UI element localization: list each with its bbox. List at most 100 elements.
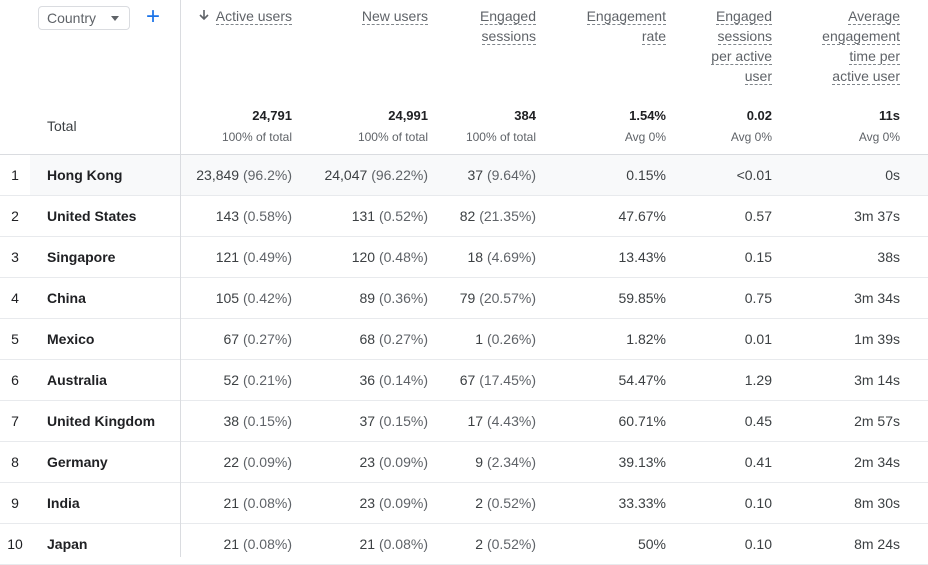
metric-percent: (0.52%) xyxy=(486,536,536,552)
col-header-active-users[interactable]: Active users xyxy=(190,6,292,26)
row-index: 2 xyxy=(0,196,30,236)
metric-percent: (9.64%) xyxy=(486,167,536,183)
metric-percent: (4.43%) xyxy=(486,413,536,429)
table-row[interactable]: 9 India 21 (0.08%) 23 (0.09%) 2 (0.52%) 33.33… xyxy=(0,483,928,524)
metric-cell-new: 23 (0.09%) xyxy=(318,442,429,482)
table-row[interactable]: 2 United States 143 (0.58%) 131 (0.52%) 82 (… xyxy=(0,196,928,237)
metric-percent: (4.69%) xyxy=(486,249,536,265)
metric-cell-new: 89 (0.36%) xyxy=(318,278,429,318)
table-row[interactable]: 8 Germany 22 (0.09%) 23 (0.09%) 9 (2.34%) 39.… xyxy=(0,442,928,483)
metric-value: 37 xyxy=(359,413,376,429)
metric-value: 22 xyxy=(223,454,240,470)
total-sub: 100% of total xyxy=(357,130,428,144)
total-value: 24,791 xyxy=(252,108,292,123)
metric-value: 131 xyxy=(351,208,376,224)
table-row[interactable]: 5 Mexico 67 (0.27%) 68 (0.27%) 1 (0.26%) 1.82… xyxy=(0,319,928,360)
row-index: 4 xyxy=(0,278,30,318)
metric-percent: (0.09%) xyxy=(378,454,428,470)
metric-value: <0.01 xyxy=(736,167,772,183)
total-sub: Avg 0% xyxy=(624,130,666,144)
col-header-sessions-per-user[interactable]: Engaged sessions per active user xyxy=(700,6,772,86)
metric-value: 23 xyxy=(359,495,376,511)
table-row[interactable]: 3 Singapore 121 (0.49%) 120 (0.48%) 18 (4.69… xyxy=(0,237,928,278)
total-value: 1.54% xyxy=(629,108,666,123)
metric-cell-time: 1m 39s xyxy=(800,319,900,359)
metric-cell-new: 131 (0.52%) xyxy=(318,196,428,236)
metric-value: 13.43% xyxy=(618,249,666,265)
metric-value: 0.10 xyxy=(744,495,772,511)
metric-value: 121 xyxy=(215,249,240,265)
metric-cell-eng: 82 (21.35%) xyxy=(440,196,536,236)
country-name: Mexico xyxy=(47,331,95,347)
metric-cell-per-user: 1.29 xyxy=(690,360,772,400)
total-sub: Avg 0% xyxy=(858,130,900,144)
metric-value: 3m 14s xyxy=(854,372,900,388)
metric-value: 47.67% xyxy=(618,208,666,224)
metric-cell-eng: 79 (20.57%) xyxy=(440,278,536,318)
metric-cell-eng: 9 (2.34%) xyxy=(440,442,536,482)
table-row[interactable]: 10 Japan 21 (0.08%) 21 (0.08%) 2 (0.52%) 50% 0… xyxy=(0,524,928,565)
column-divider xyxy=(180,0,181,557)
table-row[interactable]: 6 Australia 52 (0.21%) 36 (0.14%) 67 (17.45%… xyxy=(0,360,928,401)
metric-cell-time: 2m 57s xyxy=(800,401,900,441)
table-row[interactable]: 1 Hong Kong 23,849 (96.2%) 24,047 (96.22%) 3… xyxy=(0,155,928,196)
col-header-engagement-rate[interactable]: Engagement rate xyxy=(574,6,666,46)
country-name: United Kingdom xyxy=(47,413,156,429)
metric-cell-per-user: 0.41 xyxy=(690,442,772,482)
row-index: 10 xyxy=(0,524,30,564)
country-name: Hong Kong xyxy=(47,167,123,183)
metric-value: 67 xyxy=(459,372,476,388)
country-name: Japan xyxy=(47,536,88,552)
chevron-down-icon xyxy=(111,16,119,21)
metric-value: 52 xyxy=(223,372,240,388)
metric-value: 8m 30s xyxy=(854,495,900,511)
row-index: 6 xyxy=(0,360,30,400)
col-label: Engaged sessions xyxy=(479,8,536,45)
metric-value: 2m 57s xyxy=(854,413,900,429)
metric-value: 143 xyxy=(215,208,240,224)
metric-cell-eng: 17 (4.43%) xyxy=(440,401,537,441)
metric-cell-rate: 39.13% xyxy=(570,442,666,482)
row-index: 9 xyxy=(0,483,30,523)
total-sub: 100% of total xyxy=(465,130,536,144)
metric-cell-per-user: 0.15 xyxy=(690,237,772,277)
metric-value: 38 xyxy=(223,413,240,429)
metric-value: 54.47% xyxy=(618,372,666,388)
metric-value: 50% xyxy=(637,536,666,552)
metric-cell-rate: 47.67% xyxy=(570,196,666,236)
metric-value: 0.15% xyxy=(626,167,666,183)
metric-value: 2 xyxy=(475,495,484,511)
col-header-new-users[interactable]: New users xyxy=(330,6,428,26)
metric-cell-time: 3m 34s xyxy=(800,278,900,318)
metric-percent: (0.42%) xyxy=(242,290,292,306)
metric-percent: (0.09%) xyxy=(378,495,428,511)
col-header-avg-engagement-time[interactable]: Average engagement time per active user xyxy=(812,6,900,86)
metric-value: 3m 34s xyxy=(854,290,900,306)
metric-cell-per-user: 0.10 xyxy=(690,483,772,523)
metric-value: 3m 37s xyxy=(854,208,900,224)
table-row[interactable]: 4 China 105 (0.42%) 89 (0.36%) 79 (20.57%) 59… xyxy=(0,278,928,319)
metric-cell-per-user: 0.57 xyxy=(690,196,772,236)
metric-percent: (96.2%) xyxy=(242,167,292,183)
metric-cell-active: 52 (0.21%) xyxy=(190,360,293,400)
metric-percent: (0.14%) xyxy=(378,372,428,388)
metric-percent: (0.26%) xyxy=(486,331,536,347)
metric-cell-time: 3m 37s xyxy=(800,196,900,236)
dimension-dropdown[interactable]: Country xyxy=(38,6,130,30)
metric-value: 17 xyxy=(467,413,484,429)
country-name: India xyxy=(47,495,80,511)
metric-value: 0.57 xyxy=(744,208,772,224)
metric-cell-active: 105 (0.42%) xyxy=(190,278,292,318)
metric-cell-active: 67 (0.27%) xyxy=(190,319,293,359)
metric-value: 37 xyxy=(467,167,484,183)
total-sub: 100% of total xyxy=(221,130,292,144)
col-header-engaged-sessions[interactable]: Engaged sessions xyxy=(466,6,536,46)
metric-cell-rate: 0.15% xyxy=(570,155,666,195)
add-dimension-button[interactable]: + xyxy=(145,3,160,30)
metric-cell-time: 0s xyxy=(800,155,900,195)
table-row[interactable]: 7 United Kingdom 38 (0.15%) 37 (0.15%) 17 (4… xyxy=(0,401,928,442)
metric-value: 67 xyxy=(223,331,240,347)
metric-cell-active: 23,849 (96.2%) xyxy=(190,155,292,195)
metric-cell-per-user: 0.45 xyxy=(690,401,772,441)
metric-value: 21 xyxy=(223,536,240,552)
